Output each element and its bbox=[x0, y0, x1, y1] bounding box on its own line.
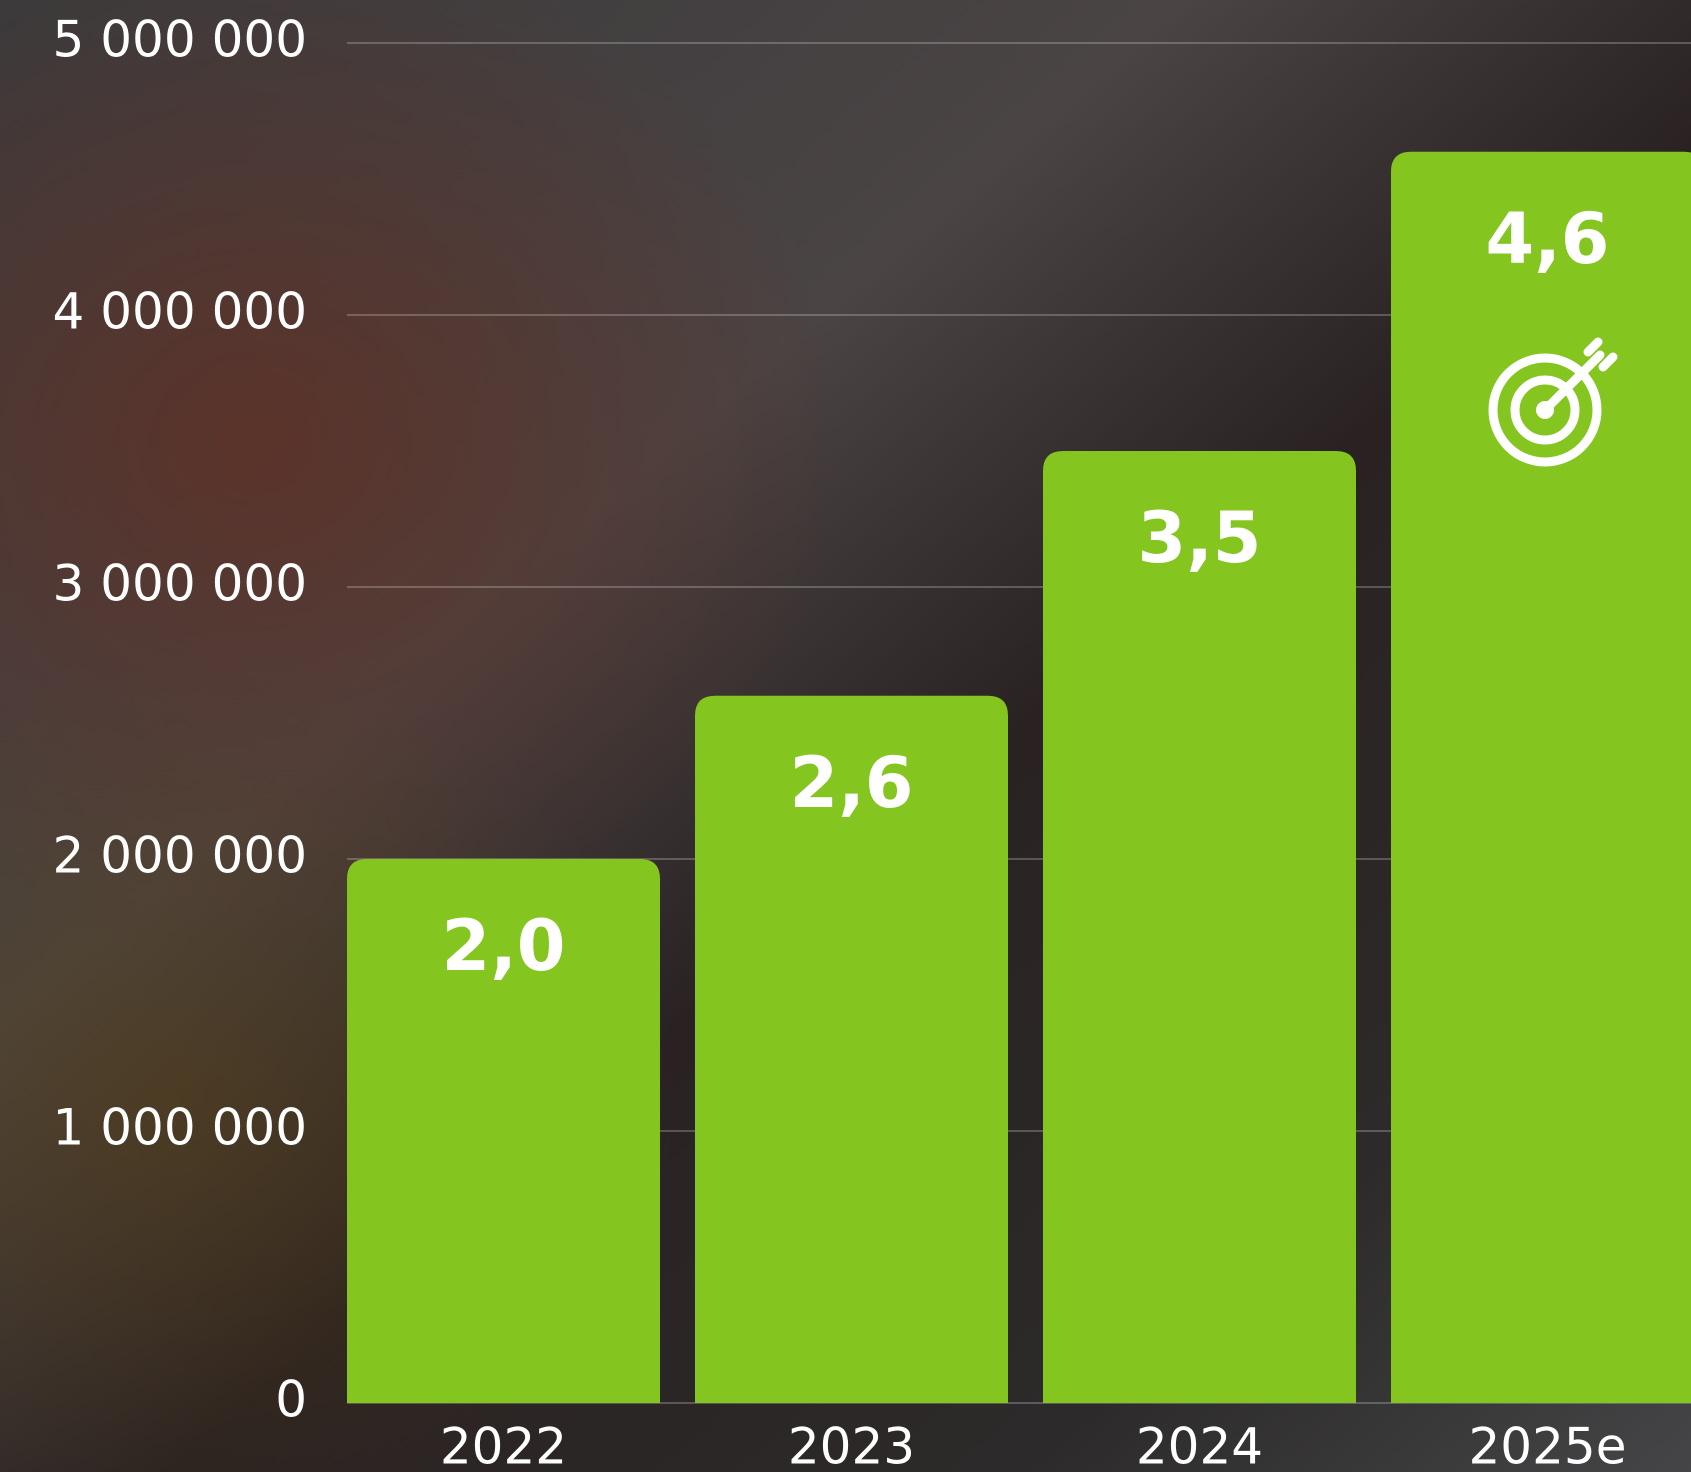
bar bbox=[1043, 451, 1356, 1403]
y-tick-label: 5 000 000 bbox=[53, 11, 307, 69]
chart: 0 1 000 000 2 000 000 3 000 000 4 000 000 5 0… bbox=[0, 0, 1691, 1472]
x-tick-label: 2024 bbox=[1136, 1418, 1263, 1472]
x-tick-label: 2025e bbox=[1468, 1418, 1626, 1472]
value-label: 4,6 bbox=[1485, 198, 1609, 280]
y-tick-label: 0 bbox=[275, 1371, 307, 1429]
page: {"chart_data": {"type": "bar", "categori… bbox=[0, 0, 1691, 1472]
y-tick-label: 4 000 000 bbox=[53, 283, 307, 341]
x-tick-label: 2022 bbox=[440, 1418, 567, 1472]
bar bbox=[1391, 152, 1691, 1403]
y-tick-label: 1 000 000 bbox=[53, 1099, 307, 1157]
value-label: 3,5 bbox=[1137, 497, 1261, 579]
y-tick-label: 2 000 000 bbox=[53, 827, 307, 885]
y-tick-label: 3 000 000 bbox=[53, 555, 307, 613]
value-label: 2,0 bbox=[441, 905, 565, 987]
value-label: 2,6 bbox=[789, 742, 913, 824]
x-tick-label: 2023 bbox=[788, 1418, 915, 1472]
